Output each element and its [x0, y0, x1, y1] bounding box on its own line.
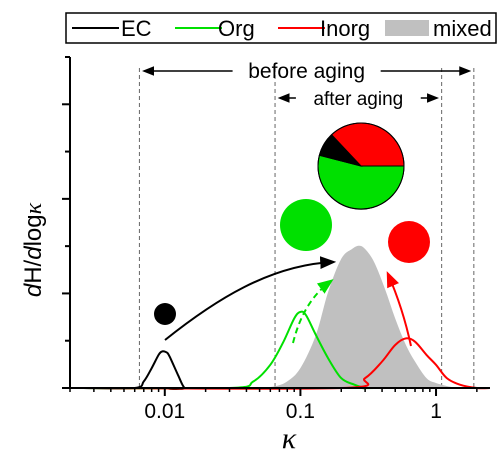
- legend-label-ec: EC: [121, 16, 152, 41]
- before-aging-label: before aging: [248, 60, 365, 83]
- y-label-log: log: [20, 214, 47, 246]
- legend-label-org: Org: [218, 16, 255, 41]
- schematic-layer: [154, 122, 430, 347]
- legend-swatch-mixed: [385, 20, 429, 36]
- aging-annotations: before aging after aging: [142, 60, 472, 110]
- pie-outline: [317, 122, 405, 210]
- inorg-mixing-arrow: [386, 271, 412, 347]
- org-particle: [280, 199, 332, 251]
- series-mixed-area: [259, 245, 464, 388]
- ec-mixing-arrow: [164, 256, 337, 341]
- inorg-particle: [388, 221, 430, 263]
- x-tick-label: 0.1: [286, 400, 315, 423]
- ec-particle: [154, 303, 176, 325]
- y-label-kappa: κ: [21, 202, 47, 214]
- axes: 0.01 0.1 1: [62, 56, 490, 423]
- after-aging-label: after aging: [313, 89, 403, 110]
- y-label-h: H/: [20, 259, 47, 283]
- x-axis-label: κ: [282, 422, 297, 455]
- y-label-d1: d: [20, 283, 47, 297]
- x-tick-label: 1: [430, 400, 442, 423]
- legend-label-mixed: mixed: [433, 16, 492, 41]
- legend: EC Org Inorg mixed: [65, 12, 497, 44]
- y-axis-label: dH/dlogκ: [20, 202, 47, 297]
- y-label-d2: d: [20, 246, 47, 260]
- legend-label-inorg: Inorg: [320, 16, 370, 41]
- series-layer: [83, 245, 491, 390]
- series-org-line: [83, 310, 490, 390]
- x-tick-label: 0.01: [144, 400, 185, 423]
- reference-lines: [138, 68, 475, 388]
